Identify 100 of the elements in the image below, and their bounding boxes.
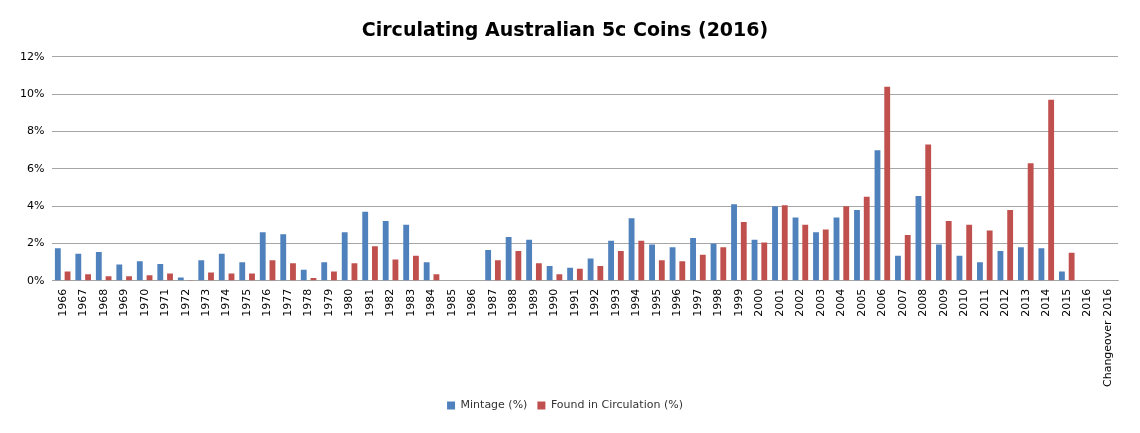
bar (85, 274, 91, 281)
x-tick-label: 1977 (280, 288, 294, 317)
x-tick-label: 1988 (506, 288, 520, 317)
bar (505, 236, 512, 281)
bar (802, 224, 809, 281)
x-tick-label: 2004 (834, 288, 848, 317)
bar (895, 255, 901, 281)
bar (904, 235, 911, 281)
x-tick-label: 1982 (383, 288, 397, 317)
bar (966, 224, 973, 281)
y-tick-label: 8% (27, 124, 45, 138)
x-tick-label: 1983 (403, 288, 417, 317)
x-tick-label: 1990 (547, 288, 561, 317)
x-tick-label: 1968 (96, 288, 110, 317)
bar (567, 267, 574, 281)
x-tick-label: 1984 (424, 288, 438, 317)
bar (167, 273, 173, 281)
bar (535, 263, 542, 281)
bar (423, 262, 430, 281)
x-tick-label: 1991 (567, 288, 581, 317)
x-tick-label: 2000 (752, 288, 766, 317)
x-tick-label: Changeover 2016 (1100, 288, 1114, 388)
bar (608, 240, 615, 281)
x-tick-label: 2016 (1080, 288, 1094, 317)
x-tick-label: 2015 (1059, 288, 1073, 317)
bar (740, 222, 747, 281)
bar (239, 262, 246, 281)
bar (556, 274, 563, 281)
x-tick-label: 1971 (158, 288, 172, 317)
bar (638, 240, 645, 281)
bar (658, 260, 665, 281)
x-tick-label: 1987 (485, 288, 499, 317)
bar (1038, 248, 1045, 281)
legend-label: Mintage (%) (460, 398, 528, 412)
bar (126, 276, 132, 281)
bar (75, 253, 82, 281)
x-tick-label: 1993 (608, 288, 622, 317)
bar (485, 250, 492, 281)
bar (597, 265, 604, 281)
bar (731, 204, 737, 281)
chart-title: Circulating Australian 5c Coins (2016) (361, 18, 769, 41)
x-tick-label: 2002 (793, 288, 807, 317)
bar (280, 234, 287, 281)
bar (1048, 99, 1055, 281)
bar (413, 255, 419, 281)
x-tick-label: 1974 (219, 288, 233, 317)
y-tick-label: 0% (27, 273, 45, 287)
bar (854, 209, 860, 281)
bar (781, 205, 788, 281)
x-tick-label: 1981 (362, 288, 376, 317)
bar (863, 196, 870, 281)
x-tick-label: 2011 (977, 288, 991, 317)
bar (628, 218, 635, 281)
bar (54, 248, 61, 281)
x-tick-label: 1986 (465, 288, 479, 317)
bar (690, 237, 696, 281)
bar (433, 274, 440, 281)
x-tick-label: 1980 (342, 288, 356, 317)
y-tick-label: 4% (27, 199, 45, 213)
bar (986, 230, 993, 281)
x-tick-label: 1969 (117, 288, 131, 317)
bar (494, 260, 501, 281)
bar (208, 272, 214, 281)
x-tick-label: 2012 (998, 288, 1012, 317)
bar (576, 268, 583, 281)
x-tick-label: 1998 (711, 288, 725, 317)
bar (372, 246, 378, 281)
bar (259, 232, 266, 281)
x-tick-label: 1967 (76, 288, 90, 317)
bar (136, 261, 143, 281)
bar (321, 262, 328, 281)
x-tick-label: 2010 (957, 288, 971, 317)
x-tick-label: 1989 (526, 288, 540, 317)
x-tick-label: 1979 (321, 288, 335, 317)
x-tick-label: 1978 (301, 288, 315, 317)
x-tick-label: 1994 (629, 288, 643, 317)
bar (843, 206, 850, 281)
bar (198, 260, 205, 281)
bar (403, 224, 410, 281)
bar (300, 269, 307, 281)
bar (290, 263, 296, 281)
legend-label: Found in Circulation (%) (550, 398, 683, 412)
y-tick-label: 2% (27, 236, 45, 250)
x-tick-label: 1972 (178, 288, 192, 317)
x-tick-label: 1992 (588, 288, 602, 317)
x-tick-label: 2013 (1018, 288, 1032, 317)
bar (341, 232, 348, 281)
x-tick-label: 1999 (731, 288, 745, 317)
x-tick-label: 2003 (813, 288, 827, 317)
x-tick-label: 2005 (854, 288, 868, 317)
x-tick-label: 1996 (670, 288, 684, 317)
x-tick-label: 1975 (239, 288, 253, 317)
bar (546, 265, 553, 281)
x-tick-label: 1997 (690, 288, 704, 317)
x-tick-label: 2007 (895, 288, 909, 317)
bar (382, 221, 389, 281)
bar (1058, 271, 1065, 281)
bar (362, 211, 369, 281)
bar (720, 247, 727, 281)
bar (772, 206, 778, 281)
